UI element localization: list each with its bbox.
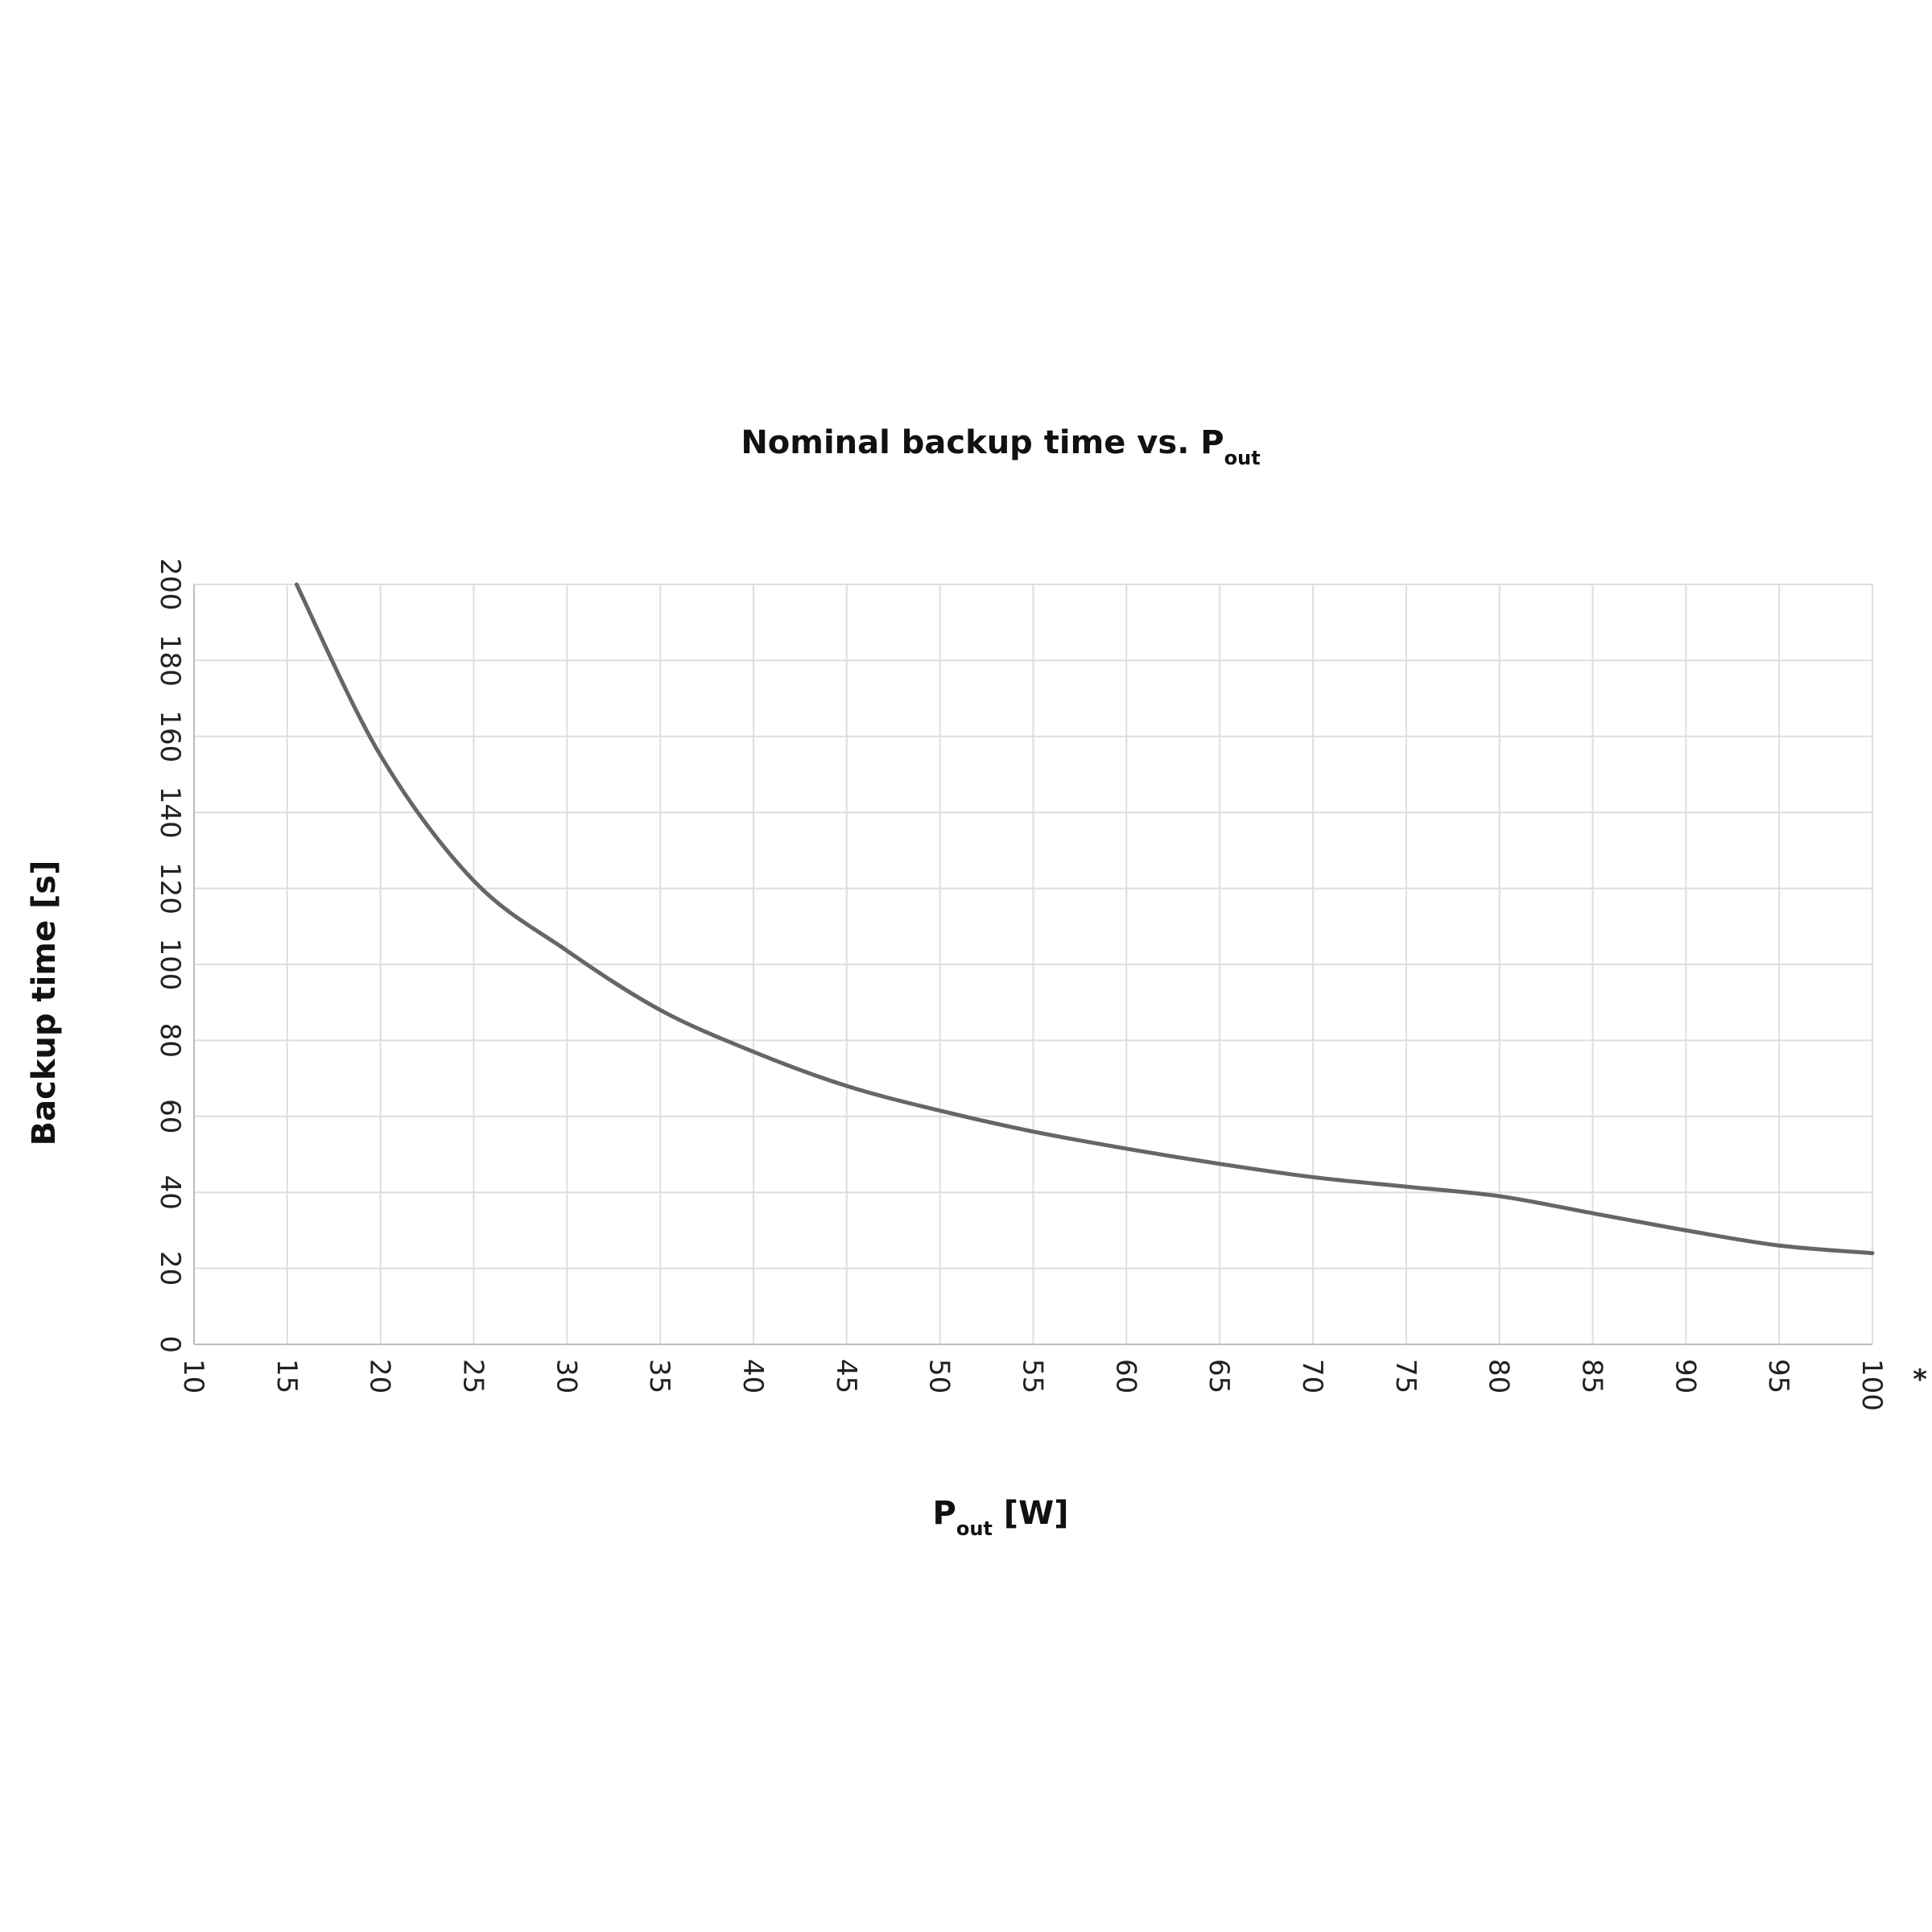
- x-tick-label: 10: [177, 1359, 209, 1393]
- x-tick-label: 65: [1203, 1359, 1235, 1393]
- y-tick-label: 40: [154, 1175, 186, 1210]
- x-tick-label: 40: [737, 1359, 769, 1393]
- x-tick-label: 20: [364, 1359, 396, 1393]
- y-tick-label: 180: [154, 634, 186, 687]
- y-tick-label: 0: [154, 1335, 186, 1353]
- x-tick-label: 50: [923, 1359, 956, 1393]
- data-line: [294, 582, 1875, 1256]
- y-tick-label: 80: [154, 1023, 186, 1058]
- y-tick-label: 160: [154, 710, 186, 762]
- x-tick-label: 70: [1296, 1359, 1328, 1393]
- title-text: Nominal backup time vs. P: [741, 424, 1224, 461]
- x-tick-label: 95: [1762, 1359, 1794, 1393]
- title-subscript: out: [1224, 447, 1261, 469]
- y-tick-label: 200: [154, 559, 186, 611]
- y-tick-label: 60: [154, 1099, 186, 1133]
- x-label-text: P: [933, 1495, 956, 1532]
- y-tick-label: 20: [154, 1251, 186, 1286]
- x-tick-label: 15: [270, 1359, 303, 1393]
- y-tick-label: 100: [154, 939, 186, 991]
- chart-title: Nominal backup time vs. Pout: [741, 424, 1260, 469]
- x-tick-label: 75: [1389, 1359, 1422, 1393]
- x-tick-label: 25: [457, 1359, 489, 1393]
- y-tick-label: 140: [154, 786, 186, 839]
- annotation: *: [1913, 1364, 1927, 1396]
- y-tick-label: 120: [154, 862, 186, 914]
- x-tick-label: 55: [1017, 1359, 1049, 1393]
- x-label-subscript: out: [956, 1517, 993, 1540]
- x-tick-label: 45: [830, 1359, 862, 1393]
- y-axis-label: Backup time [s]: [26, 861, 63, 1146]
- x-label-suffix: [W]: [993, 1495, 1069, 1532]
- x-axis-label: Pout [W]: [933, 1495, 1069, 1540]
- x-tick-label: 85: [1576, 1359, 1608, 1393]
- x-tick-label: 90: [1669, 1359, 1701, 1393]
- x-tick-label: 35: [643, 1359, 675, 1393]
- x-tick-label: 100: [1856, 1359, 1888, 1411]
- x-tick-label: 80: [1483, 1359, 1515, 1393]
- x-tick-label: 60: [1109, 1359, 1141, 1393]
- x-tick-label: 30: [550, 1359, 582, 1393]
